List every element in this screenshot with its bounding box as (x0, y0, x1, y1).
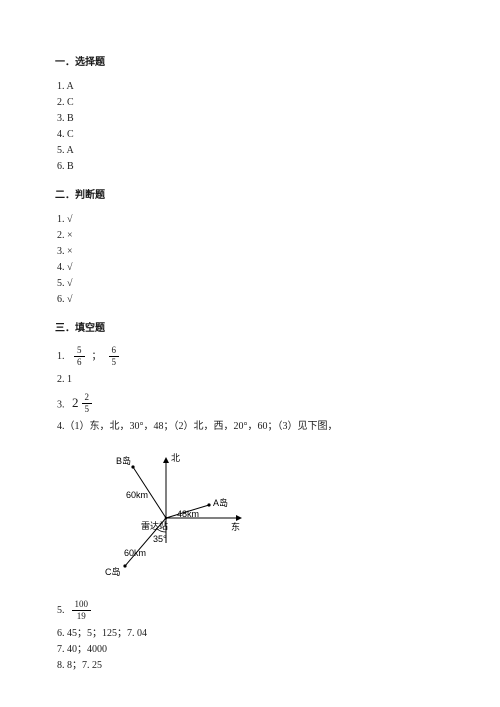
a-island-label: A岛 (213, 497, 228, 508)
mc-item: 6. B (57, 160, 445, 174)
mixed-whole: 2 (72, 394, 79, 412)
fraction-den: 5 (109, 357, 120, 367)
dist-b-label: 60km (126, 490, 148, 500)
fraction-den: 5 (82, 404, 93, 414)
tf-item: 2. × (57, 229, 445, 243)
section-tf-title: 二．判断题 (55, 188, 445, 203)
tf-item: 6. √ (57, 293, 445, 307)
point-b (131, 465, 134, 468)
fill-3-label: 3. (57, 399, 65, 410)
fraction: 6 5 (109, 346, 120, 367)
mc-item: 5. A (57, 144, 445, 158)
fraction-num: 100 (72, 600, 92, 611)
radar-label: 雷达站 (141, 520, 168, 531)
angle-c-label: 35° (153, 534, 167, 544)
fraction-den: 6 (74, 357, 85, 367)
point-a (207, 503, 210, 506)
tf-item: 4. √ (57, 261, 445, 275)
fraction-num: 6 (109, 346, 120, 357)
fraction: 5 6 (74, 346, 85, 367)
tf-list: 1. √ 2. × 3. × 4. √ 5. √ 6. √ (57, 213, 445, 307)
mc-item: 2. C (57, 96, 445, 110)
fraction-num: 5 (74, 346, 85, 357)
tf-item: 1. √ (57, 213, 445, 227)
point-c (123, 564, 126, 567)
fraction: 100 19 (72, 600, 92, 621)
east-label: 东 (231, 521, 240, 532)
fill-item-7: 7. 40；4000 (57, 643, 445, 657)
fill-item-3: 3. 2 2 5 (57, 393, 445, 414)
north-label: 北 (171, 453, 180, 463)
tf-item: 3. × (57, 245, 445, 259)
fill-item-1: 1. 5 6 ； 6 5 (57, 346, 445, 367)
fill-item-2: 2. 1 (57, 373, 445, 387)
mc-item: 4. C (57, 128, 445, 142)
fraction: 2 5 (82, 393, 93, 414)
section-mc-title: 一．选择题 (55, 55, 445, 70)
fill-list: 1. 5 6 ； 6 5 2. 1 3. 2 2 5 4.（1）东，北，30°，… (57, 346, 445, 673)
mc-item: 1. A (57, 80, 445, 94)
section-fill-title: 三．填空题 (55, 321, 445, 336)
dist-a-label: 48km (177, 509, 199, 519)
fill-1-sep: ； (92, 351, 102, 362)
fill-item-4: 4.（1）东，北，30°，48；（2）北，西，20°，60；（3）见下图， (57, 420, 445, 434)
fraction-den: 19 (72, 611, 92, 621)
fill-item-8: 8. 8；7. 25 (57, 659, 445, 673)
mc-list: 1. A 2. C 3. B 4. C 5. A 6. B (57, 80, 445, 174)
c-island-label: C岛 (105, 566, 121, 577)
fill-item-6: 6. 45；5；125；7. 04 (57, 627, 445, 641)
tf-item: 5. √ (57, 277, 445, 291)
mixed-number: 2 2 5 (72, 393, 94, 414)
fill-5-label: 5. (57, 605, 65, 616)
center-point (165, 517, 168, 520)
mc-item: 3. B (57, 112, 445, 126)
dist-c-label: 60km (124, 548, 146, 558)
fill-item-5: 5. 100 19 (57, 600, 445, 621)
fraction-num: 2 (82, 393, 93, 404)
radar-diagram: 北 东 雷达站 A岛 48km B岛 60km C岛 60km 35° (81, 448, 251, 588)
fill-1-label: 1. (57, 351, 65, 362)
b-island-label: B岛 (116, 455, 131, 466)
